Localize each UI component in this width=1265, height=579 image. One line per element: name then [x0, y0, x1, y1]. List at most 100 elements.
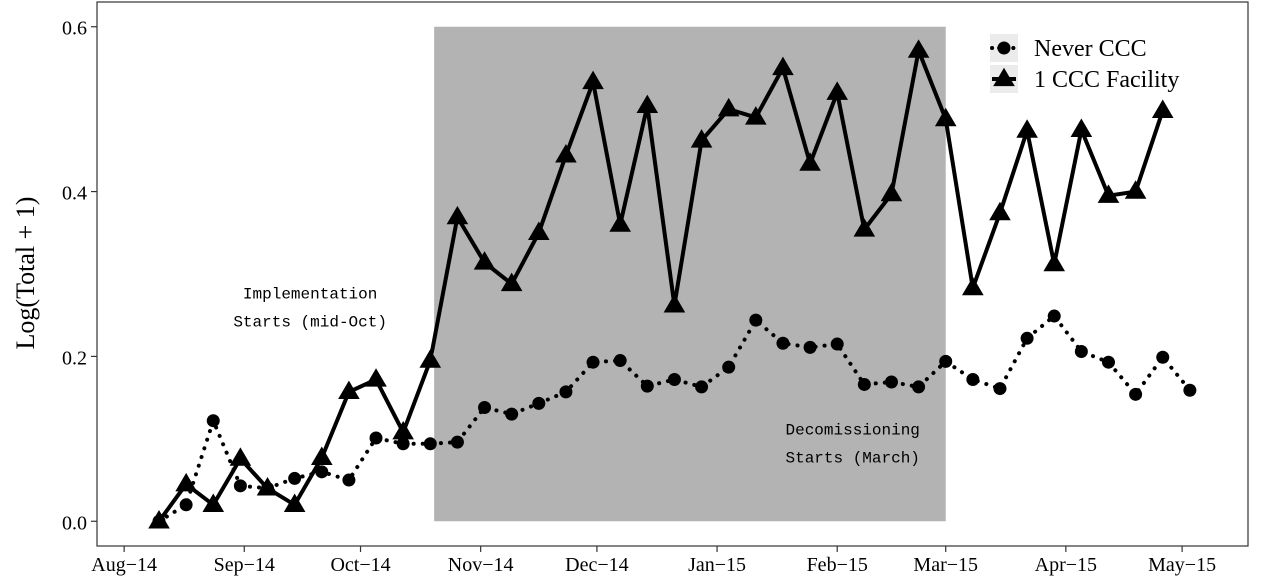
series-never-ccc — [152, 309, 1197, 528]
data-point — [772, 56, 794, 76]
shaded-region — [434, 26, 946, 522]
data-point — [1020, 331, 1034, 345]
annotation-line: Starts (March) — [785, 450, 919, 468]
annotation-text: Decomissioning Starts (March) — [785, 422, 919, 468]
data-point — [179, 498, 193, 512]
x-tick-label: Jan−15 — [688, 554, 746, 576]
data-point — [1183, 383, 1197, 397]
data-point — [500, 272, 523, 292]
legend-label: Never CCC — [1034, 36, 1147, 62]
data-point — [1043, 252, 1066, 272]
data-point — [1070, 118, 1093, 137]
data-point — [667, 373, 681, 387]
data-point — [853, 218, 876, 237]
data-point — [423, 437, 437, 451]
data-point — [803, 340, 817, 354]
x-tick-label: Oct−14 — [330, 554, 390, 576]
x-tick-label: Mar−15 — [913, 554, 978, 576]
data-point — [446, 205, 469, 225]
legend-key-marker — [997, 41, 1011, 55]
annotation-line: Implementation — [243, 286, 377, 304]
data-point — [993, 382, 1007, 396]
x-tick-label: Sep−14 — [214, 554, 275, 576]
data-point — [717, 97, 740, 117]
y-tick-label: 0.2 — [62, 347, 87, 369]
series-one-ccc-facility — [148, 39, 1174, 529]
data-point — [1129, 387, 1143, 401]
legend-label: 1 CCC Facility — [1034, 67, 1179, 93]
plot-frame — [96, 1, 1249, 547]
data-point — [175, 472, 197, 492]
data-point — [934, 107, 957, 127]
data-point — [1016, 119, 1038, 138]
data-point — [640, 379, 654, 393]
data-point — [663, 294, 686, 313]
data-point — [315, 465, 329, 479]
x-tick-label: Feb−15 — [807, 554, 868, 576]
y-tick-label: 0.4 — [62, 183, 87, 205]
data-point — [288, 471, 302, 485]
data-point — [1156, 350, 1170, 364]
x-tick-label: Apr−15 — [1035, 554, 1097, 576]
data-point — [369, 431, 383, 445]
data-point — [532, 396, 546, 410]
data-point — [1151, 99, 1174, 118]
data-point — [884, 375, 898, 389]
data-point — [695, 380, 709, 394]
x-tick-label: May−15 — [1148, 554, 1216, 576]
data-point — [1097, 184, 1120, 203]
y-tick-label: 0.6 — [62, 18, 87, 40]
x-tick-label: Nov−14 — [448, 554, 514, 576]
annotation-line: Decomissioning — [785, 422, 919, 440]
y-axis-title: Log(Total + 1) — [11, 197, 40, 350]
legend: Never CCC 1 CCC Facility — [990, 34, 1179, 93]
data-point — [148, 509, 170, 529]
data-point — [826, 81, 849, 100]
x-tick-label: Dec−14 — [565, 554, 628, 576]
data-point — [229, 447, 252, 466]
data-point — [419, 349, 442, 368]
data-point — [202, 493, 225, 512]
data-point — [478, 401, 492, 415]
data-point — [830, 337, 844, 351]
data-point — [559, 385, 573, 399]
data-point — [690, 129, 713, 148]
data-point — [776, 336, 790, 350]
data-point — [365, 368, 387, 387]
data-point — [310, 446, 333, 465]
data-point — [527, 221, 550, 240]
data-point — [473, 251, 496, 270]
legend-key-marker — [993, 67, 1015, 87]
data-point — [586, 355, 600, 369]
data-point — [392, 420, 414, 440]
data-point — [206, 414, 220, 428]
y-tick-label: 0.0 — [62, 512, 87, 534]
data-point — [609, 213, 631, 232]
data-point — [233, 479, 247, 493]
data-point — [342, 473, 356, 487]
data-point — [582, 70, 604, 90]
data-point — [613, 354, 627, 368]
data-point — [912, 380, 926, 394]
data-point — [966, 373, 980, 387]
data-point — [722, 360, 736, 374]
data-point — [1074, 344, 1088, 358]
data-point — [880, 182, 903, 202]
data-point — [1101, 355, 1115, 369]
annotation-text: Implementation Starts (mid-Oct) — [233, 286, 387, 332]
data-point — [799, 152, 821, 171]
data-point — [396, 437, 410, 451]
data-point — [749, 313, 763, 327]
x-tick-label: Aug−14 — [91, 554, 157, 576]
data-point — [283, 493, 306, 512]
data-point — [636, 94, 659, 114]
data-point — [989, 201, 1011, 221]
data-point — [1047, 309, 1061, 323]
data-point — [555, 144, 577, 163]
data-point — [939, 354, 953, 368]
data-point — [338, 380, 360, 400]
plot-area: 0.0 0.2 0.4 0.6 Aug−14 Sep−14 Oct−14 Nov−14 Dec−… — [62, 1, 1249, 576]
data-point — [907, 39, 930, 58]
data-point — [962, 276, 984, 296]
